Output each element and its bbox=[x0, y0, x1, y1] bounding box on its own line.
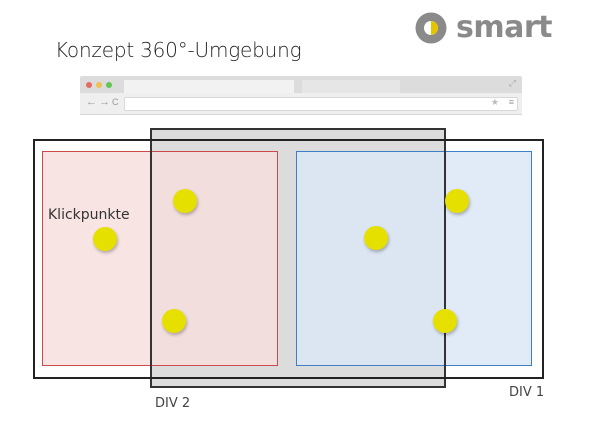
browser-tab[interactable] bbox=[124, 80, 294, 93]
click-point[interactable] bbox=[364, 226, 388, 250]
click-point[interactable] bbox=[433, 309, 457, 333]
div1-outline bbox=[33, 139, 544, 379]
browser-tab[interactable] bbox=[302, 80, 400, 93]
back-icon[interactable]: ← bbox=[86, 96, 97, 108]
smart-logo-icon bbox=[415, 12, 447, 43]
page-title: Konzept 360°-Umgebung bbox=[55, 38, 302, 62]
close-dot-icon[interactable] bbox=[86, 82, 92, 88]
click-point[interactable] bbox=[445, 189, 469, 213]
expand-icon[interactable]: ⤢ bbox=[508, 78, 516, 88]
right-view-area bbox=[296, 151, 532, 366]
div2-outline bbox=[150, 128, 446, 388]
click-point[interactable] bbox=[93, 227, 117, 251]
forward-icon[interactable]: → bbox=[99, 96, 110, 108]
minimize-dot-icon[interactable] bbox=[96, 82, 102, 88]
left-view-area bbox=[42, 151, 278, 366]
star-icon[interactable]: ★ bbox=[490, 97, 499, 107]
click-point[interactable] bbox=[173, 189, 197, 213]
reload-icon[interactable]: C bbox=[112, 97, 119, 107]
menu-icon[interactable]: ≡ bbox=[508, 97, 514, 107]
browser-tab-bar: ⤢ bbox=[80, 76, 522, 93]
logo-text: smart bbox=[456, 10, 553, 45]
smart-logo: smart bbox=[414, 10, 553, 45]
browser-toolbar: ← → C ★ ≡ bbox=[80, 93, 522, 115]
click-points-label: Klickpunkte bbox=[48, 207, 130, 223]
click-point[interactable] bbox=[162, 309, 186, 333]
address-bar[interactable]: ★ ≡ bbox=[124, 97, 518, 111]
div1-label: DIV 1 bbox=[509, 385, 545, 400]
maximize-dot-icon[interactable] bbox=[106, 82, 112, 88]
div2-label: DIV 2 bbox=[155, 396, 191, 411]
browser-window: ⤢ ← → C ★ ≡ bbox=[80, 76, 522, 116]
